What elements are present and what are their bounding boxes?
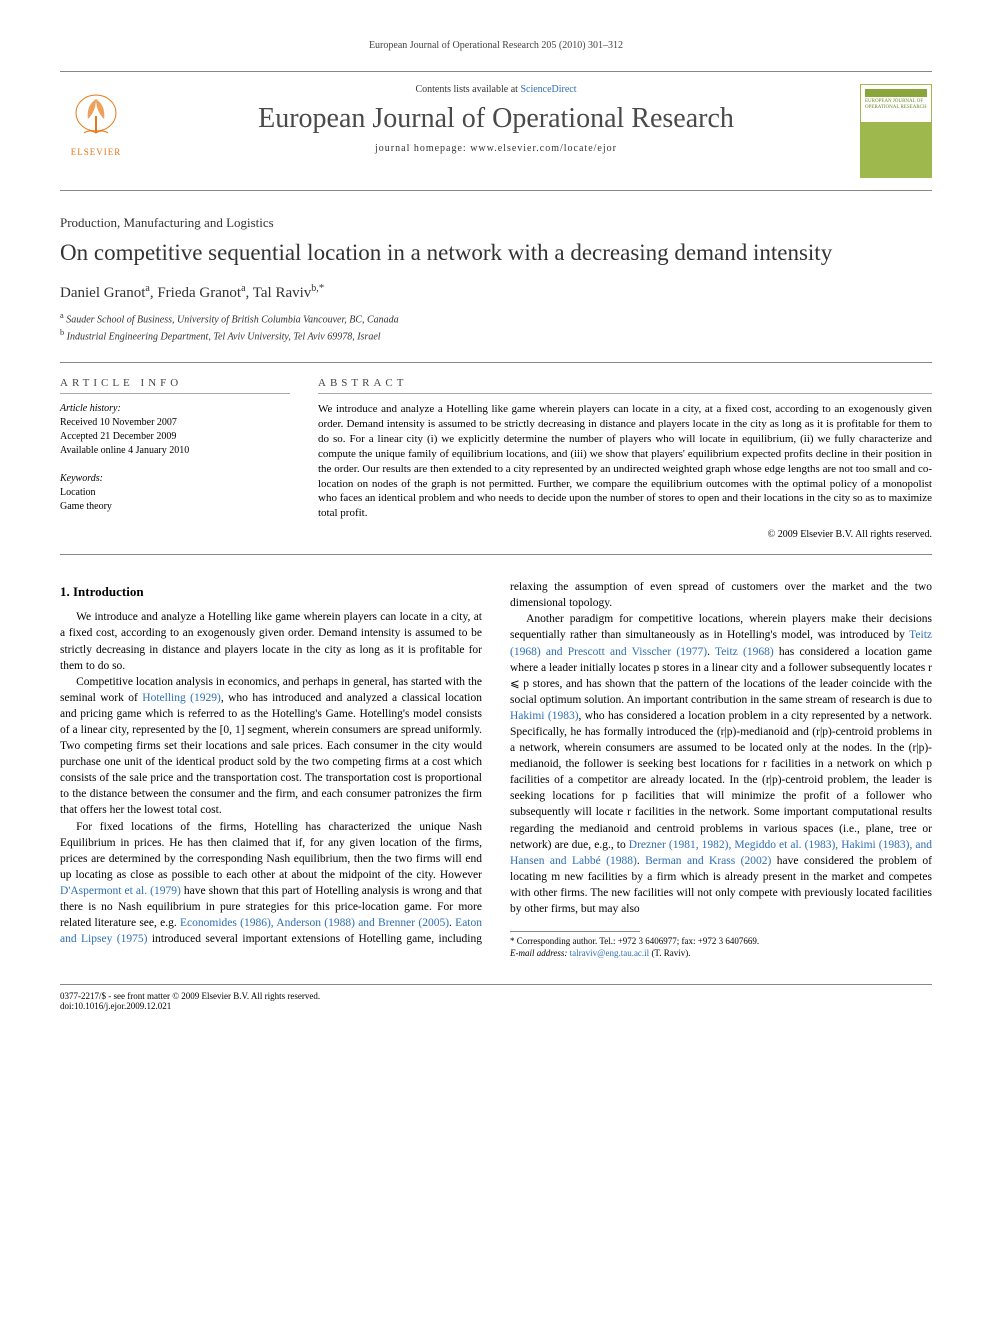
author-3: Tal Raviv: [253, 285, 312, 301]
ref-daspermont-1979[interactable]: D'Aspermont et al. (1979): [60, 885, 181, 897]
journal-cover-thumbnail: EUROPEAN JOURNAL OF OPERATIONAL RESEARCH: [860, 84, 932, 178]
meta-and-abstract: ARTICLE INFO Article history: Received 1…: [60, 362, 932, 555]
ref-hotelling-1929[interactable]: Hotelling (1929): [142, 692, 221, 704]
abstract-text: We introduce and analyze a Hotelling lik…: [318, 402, 932, 521]
keyword-1: Location: [60, 486, 290, 500]
abstract-copyright: © 2009 Elsevier B.V. All rights reserved…: [318, 529, 932, 540]
history-label: Article history:: [60, 402, 290, 416]
affiliations: a Sauder School of Business, University …: [60, 310, 932, 345]
masthead: ELSEVIER Contents lists available at Sci…: [60, 71, 932, 191]
corr-email-link[interactable]: talraviv@eng.tau.ac.il: [570, 948, 650, 958]
affiliation-a: a Sauder School of Business, University …: [60, 310, 932, 327]
article-info-heading: ARTICLE INFO: [60, 377, 290, 394]
section-1-heading: 1. Introduction: [60, 583, 482, 601]
section-label: Production, Manufacturing and Logistics: [60, 215, 932, 231]
elsevier-tree-icon: [66, 91, 126, 145]
corresponding-star-icon: *: [319, 282, 325, 294]
author-1-affil: a: [145, 283, 149, 294]
ref-teitz-1968[interactable]: Teitz (1968): [715, 646, 774, 658]
footer-issn-copyright: 0377-2217/$ - see front matter © 2009 El…: [60, 991, 320, 1001]
history-online: Available online 4 January 2010: [60, 444, 290, 458]
abstract: ABSTRACT We introduce and analyze a Hote…: [318, 377, 932, 540]
page: European Journal of Operational Research…: [0, 0, 992, 1051]
journal-cover-text: EUROPEAN JOURNAL OF OPERATIONAL RESEARCH: [865, 99, 927, 110]
keywords-label: Keywords:: [60, 472, 290, 486]
footer-doi: doi:10.1016/j.ejor.2009.12.021: [60, 1001, 320, 1011]
journal-title: European Journal of Operational Research: [148, 103, 844, 135]
contents-line: Contents lists available at ScienceDirec…: [148, 84, 844, 95]
running-header: European Journal of Operational Research…: [60, 40, 932, 51]
masthead-center: Contents lists available at ScienceDirec…: [148, 84, 844, 154]
homepage-line: journal homepage: www.elsevier.com/locat…: [148, 143, 844, 154]
history-accepted: Accepted 21 December 2009: [60, 430, 290, 444]
author-3-affil: b,: [311, 283, 319, 294]
keyword-2: Game theory: [60, 500, 290, 514]
ref-berman-krass-2002[interactable]: Berman and Krass (2002): [645, 855, 771, 867]
author-2-affil: a: [241, 283, 245, 294]
corr-email-line: E-mail address: talraviv@eng.tau.ac.il (…: [510, 948, 932, 960]
elsevier-name: ELSEVIER: [71, 147, 122, 157]
affiliation-b: b Industrial Engineering Department, Tel…: [60, 327, 932, 344]
history-received: Received 10 November 2007: [60, 416, 290, 430]
page-footer: 0377-2217/$ - see front matter © 2009 El…: [60, 984, 932, 1011]
intro-p1: We introduce and analyze a Hotelling lik…: [60, 609, 482, 673]
footer-left: 0377-2217/$ - see front matter © 2009 El…: [60, 991, 320, 1011]
author-1: Daniel Granot: [60, 285, 145, 301]
body-two-column: 1. Introduction We introduce and analyze…: [60, 579, 932, 959]
keywords-block: Keywords: Location Game theory: [60, 472, 290, 514]
corresponding-footnote: * Corresponding author. Tel.: +972 3 640…: [510, 936, 932, 959]
elsevier-logo: ELSEVIER: [60, 84, 132, 164]
ref-hakimi-1983a[interactable]: Hakimi (1983): [510, 710, 579, 722]
article-history: Article history: Received 10 November 20…: [60, 402, 290, 458]
article-title: On competitive sequential location in a …: [60, 239, 932, 268]
abstract-heading: ABSTRACT: [318, 377, 932, 394]
intro-p4: Another paradigm for competitive locatio…: [510, 611, 932, 917]
corr-email-who: (T. Raviv).: [651, 948, 690, 958]
authors: Daniel Granota, Frieda Granota, Tal Ravi…: [60, 282, 932, 302]
ref-economides-etc[interactable]: Economides (1986), Anderson (1988) and B…: [180, 917, 449, 929]
sciencedirect-link[interactable]: ScienceDirect: [520, 84, 576, 95]
contents-prefix: Contents lists available at: [415, 84, 520, 95]
intro-p2: Competitive location analysis in economi…: [60, 674, 482, 819]
email-label: E-mail address:: [510, 948, 567, 958]
author-2: Frieda Granot: [157, 285, 241, 301]
article-info: ARTICLE INFO Article history: Received 1…: [60, 377, 290, 540]
footnote-separator: [510, 931, 640, 932]
corr-tel-fax: * Corresponding author. Tel.: +972 3 640…: [510, 936, 932, 948]
